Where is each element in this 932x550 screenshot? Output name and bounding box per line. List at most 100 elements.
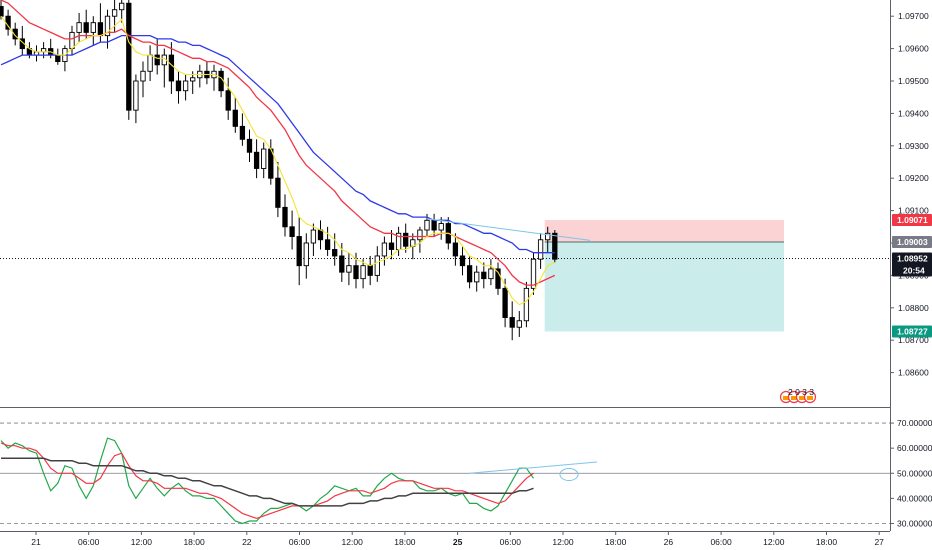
candle <box>466 255 473 289</box>
candle <box>537 233 544 269</box>
candle <box>282 194 288 237</box>
time-axis[interactable]: 21 06:00 12:00 18:00 22 06:00 12:00 18:00 25 06:0… <box>31 531 884 547</box>
entry-price-badge: 1.09003 <box>892 236 932 249</box>
oscillator-axis-label: 70.00000 <box>897 418 932 428</box>
price-panel[interactable] <box>0 0 890 341</box>
time-axis-label: 18:00 <box>183 537 205 547</box>
time-axis-label: 18:00 <box>605 537 627 547</box>
candle <box>346 252 352 286</box>
time-axis-label: 06:00 <box>500 537 522 547</box>
oscillator-highlight-circle[interactable] <box>559 468 579 482</box>
time-axis-label: 06:00 <box>78 537 100 547</box>
candle <box>119 0 125 23</box>
candle <box>246 129 253 162</box>
time-axis-label: 22 <box>242 537 252 547</box>
time-axis-label: 25 <box>453 537 463 547</box>
oscillator-series-line <box>0 437 534 525</box>
time-axis-label: 12:00 <box>763 537 785 547</box>
candle <box>523 281 530 328</box>
candle <box>516 311 522 337</box>
candle <box>253 139 260 179</box>
price-trendline[interactable] <box>426 218 591 241</box>
price-axis-label: 1.09700 <box>898 11 929 21</box>
candle <box>509 301 515 341</box>
ema-fast-line <box>0 15 556 306</box>
time-axis-label: 06:00 <box>710 537 732 547</box>
price-axis-label: 1.09200 <box>898 173 929 183</box>
flag-icon <box>791 396 797 400</box>
stop-loss-zone[interactable] <box>544 219 784 243</box>
candle <box>403 223 409 253</box>
candle <box>261 142 267 179</box>
price-axis-label: 1.08800 <box>898 303 929 313</box>
candle <box>126 0 132 120</box>
entry-price-label: 1.09003 <box>897 237 928 247</box>
candle <box>374 246 380 282</box>
time-axis-label: 12:00 <box>131 537 153 547</box>
candle <box>488 259 494 286</box>
price-axis-label: 1.09600 <box>898 44 929 54</box>
stop-price-label: 1.09071 <box>897 215 928 225</box>
stop-price-badge: 1.09071 <box>892 213 932 226</box>
flag-icon <box>783 396 789 400</box>
oscillator-series-line <box>1 457 534 507</box>
candle <box>296 217 302 286</box>
price-axis-label: 1.09100 <box>898 206 929 216</box>
candle <box>12 22 18 46</box>
price-axis-label: 1.08600 <box>898 368 929 378</box>
candle <box>459 246 466 276</box>
oscillator-series-line <box>0 442 534 520</box>
price-axis-label: 1.09300 <box>898 141 929 151</box>
event-count-label: 2 0 3 3 <box>788 387 814 397</box>
candle <box>332 233 338 266</box>
candle <box>452 233 459 266</box>
candle <box>275 162 281 218</box>
candle <box>552 230 558 263</box>
time-axis-label: 12:00 <box>552 537 574 547</box>
candle <box>417 226 423 253</box>
bar-countdown-label: 20:54 <box>903 266 925 276</box>
candle <box>360 259 366 289</box>
target-price-label: 1.08727 <box>897 326 928 336</box>
candle <box>388 230 395 260</box>
candle <box>140 61 146 98</box>
candle <box>289 210 295 250</box>
oscillator-trendline[interactable] <box>469 461 598 474</box>
candle <box>502 278 508 328</box>
candle <box>474 265 480 292</box>
candle <box>495 262 501 295</box>
time-axis-label: 21 <box>31 537 41 547</box>
candle <box>225 77 231 120</box>
candle <box>190 71 196 94</box>
candle <box>90 16 96 46</box>
candle <box>76 12 82 43</box>
candle <box>232 97 238 133</box>
time-axis-label: 18:00 <box>394 537 416 547</box>
candle <box>133 74 139 124</box>
candle <box>481 262 487 289</box>
economic-events-marker[interactable]: 2 0 3 3 <box>779 387 817 404</box>
price-axis-label: 1.09500 <box>898 76 929 86</box>
time-axis-label: 18:00 <box>816 537 838 547</box>
price-axis-label: 1.08700 <box>898 335 929 345</box>
time-axis-label: 12:00 <box>342 537 364 547</box>
flag-icon <box>807 396 813 400</box>
oscillator-series <box>0 437 534 525</box>
oscillator-axis-label: 60.00000 <box>897 443 932 453</box>
time-axis-label: 06:00 <box>289 537 311 547</box>
candle <box>182 74 189 101</box>
current-price-badge: 1.08952 20:54 <box>892 252 932 277</box>
oscillator-axis-label: 40.00000 <box>897 493 932 503</box>
oscillator-axis-label: 30.00000 <box>897 518 932 528</box>
take-profit-zone[interactable] <box>544 242 784 332</box>
time-axis-label: 26 <box>664 537 674 547</box>
oscillator-axis[interactable]: 70.00000 60.00000 50.00000 40.00000 30.00000 <box>890 418 932 528</box>
target-price-badge: 1.08727 <box>892 325 932 338</box>
oscillator-panel[interactable] <box>0 422 890 525</box>
candle <box>310 223 317 256</box>
candle <box>530 252 537 295</box>
candle <box>545 226 551 253</box>
candle <box>324 226 331 256</box>
